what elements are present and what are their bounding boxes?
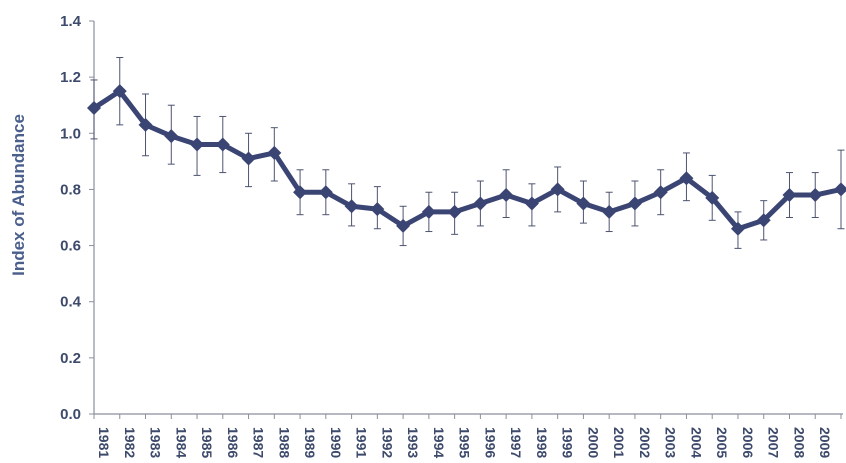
data-point [293, 185, 308, 200]
x-tick-label: 2006 [740, 427, 756, 458]
y-tick-labels: 0.0 0.2 0.4 0.6 0.8 1.0 1.2 1.4 [60, 13, 82, 423]
x-tick-label: 1987 [251, 427, 267, 458]
x-tick-label: 1993 [405, 427, 421, 458]
data-point [112, 84, 127, 99]
x-tick-label: 2005 [714, 427, 730, 458]
data-point [705, 190, 720, 205]
y-tick-label: 0.2 [60, 350, 81, 367]
x-tick-label: 2000 [585, 427, 601, 458]
data-point [138, 117, 153, 132]
data-point [215, 137, 230, 152]
x-tick-label: 1992 [379, 427, 395, 458]
data-point [396, 218, 411, 233]
x-tick-label: 2010 [843, 427, 846, 458]
data-point [499, 188, 514, 203]
x-tick-label: 2004 [688, 427, 704, 458]
series-line [91, 88, 844, 232]
x-tick-label: 2003 [663, 427, 679, 458]
data-markers [87, 84, 846, 236]
data-point [602, 204, 617, 219]
axes [89, 20, 843, 419]
x-tick-label: 1983 [148, 427, 164, 458]
y-tick-label: 1.4 [60, 13, 82, 30]
x-tick-label: 2001 [611, 427, 627, 458]
x-tick-label: 1982 [122, 427, 138, 458]
data-point [834, 182, 846, 197]
x-tick-label: 1991 [354, 427, 370, 458]
y-tick-label: 0.6 [60, 238, 81, 255]
data-point [164, 129, 179, 144]
data-point [756, 213, 771, 228]
x-tick-label: 1989 [302, 427, 318, 458]
x-tick-label: 2008 [791, 427, 807, 458]
data-point [241, 151, 256, 166]
data-point [627, 196, 642, 211]
data-point [87, 101, 101, 116]
x-tick-label: 2007 [766, 427, 782, 458]
y-tick-label: 0.8 [60, 181, 81, 198]
data-point [782, 188, 797, 203]
data-point [653, 185, 668, 200]
x-tick-label: 1988 [276, 427, 292, 458]
x-tick-label: 1981 [96, 427, 112, 458]
y-tick-label: 1.0 [60, 125, 81, 142]
data-point [421, 204, 436, 219]
data-point [576, 196, 591, 211]
x-tick-label: 1999 [560, 427, 576, 458]
y-tick-label: 0.4 [60, 294, 82, 311]
data-point [318, 185, 333, 200]
data-point [190, 137, 205, 152]
x-tick-label: 1986 [225, 427, 241, 458]
data-point [679, 171, 694, 186]
data-point [808, 188, 823, 203]
data-point [267, 145, 282, 160]
x-tick-label: 1996 [482, 427, 498, 458]
x-tick-label: 1985 [199, 427, 215, 458]
x-tick-label: 1984 [173, 427, 189, 458]
x-tick-label: 1994 [431, 427, 447, 458]
data-point [447, 204, 462, 219]
x-tick-label: 1995 [457, 427, 473, 458]
data-point [550, 182, 565, 197]
y-tick-label: 1.2 [60, 69, 81, 86]
y-axis-label: Index of Abundance [9, 114, 28, 276]
x-tick-label: 1990 [328, 427, 344, 458]
data-point [524, 196, 539, 211]
x-tick-label: 1998 [534, 427, 550, 458]
x-tick-label: 2009 [817, 427, 833, 458]
x-tick-label: 2002 [637, 427, 653, 458]
data-point [473, 196, 488, 211]
y-tick-label: 0.0 [60, 406, 81, 423]
x-tick-labels: 1981 1982 1983 1984 1985 1986 1987 1988 1989 1990… [96, 427, 846, 458]
x-tick-label: 1997 [508, 427, 524, 458]
data-point [344, 199, 359, 214]
data-point [370, 202, 385, 217]
series-line-path [91, 88, 844, 232]
data-point [730, 221, 745, 236]
